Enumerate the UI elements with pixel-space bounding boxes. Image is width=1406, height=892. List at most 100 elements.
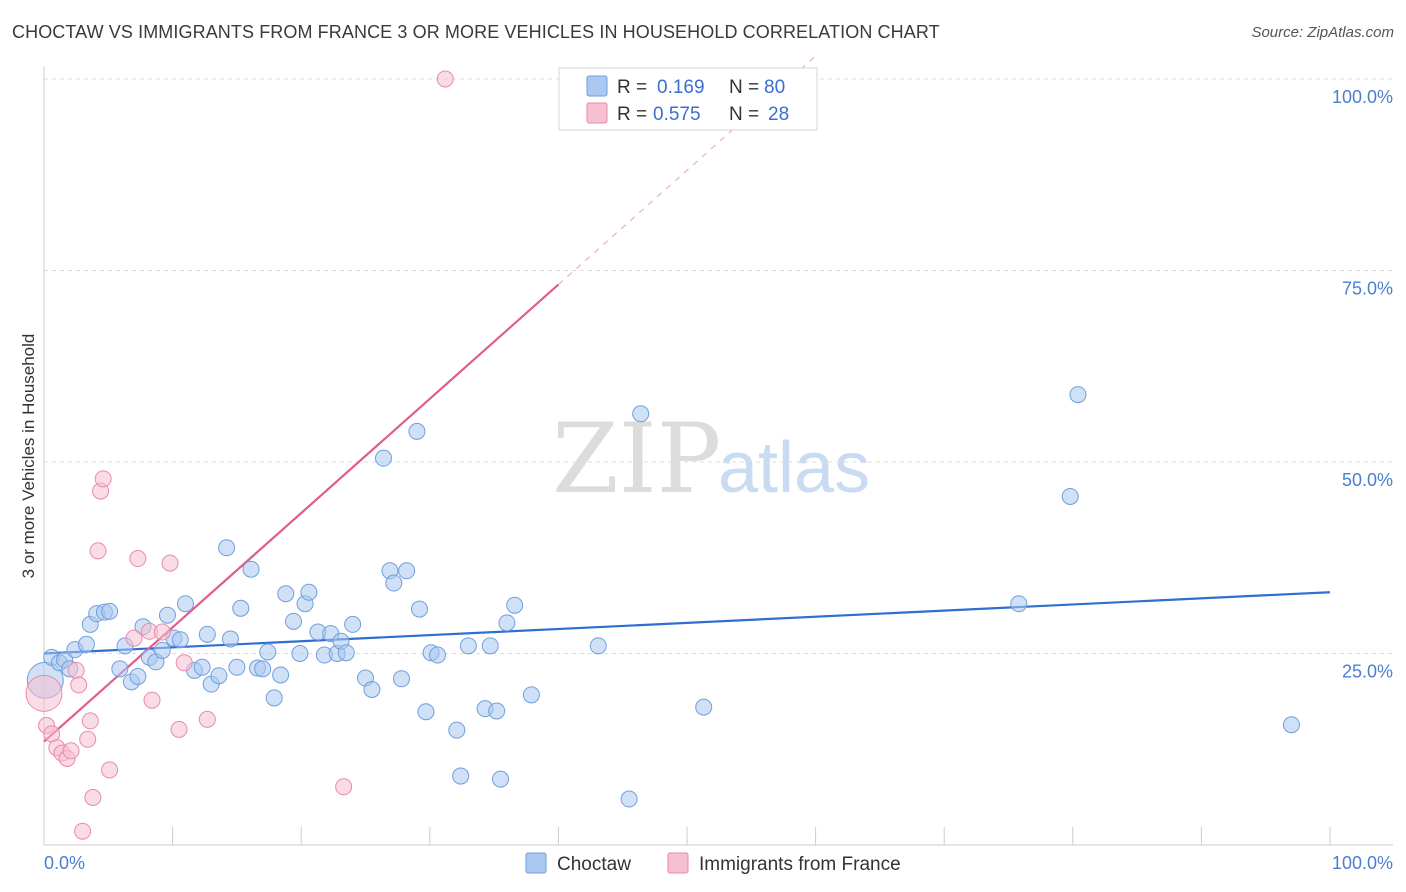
point-blue: [171, 631, 189, 649]
point-blue: [300, 583, 318, 601]
point-blue: [218, 539, 236, 557]
point-blue: [385, 574, 403, 592]
watermark: ZIP atlas: [552, 403, 870, 515]
x-tick-label-left: 0.0%: [44, 853, 85, 873]
point-blue: [221, 630, 239, 648]
point-pink: [25, 674, 63, 712]
y-axis-label: 3 or more Vehicles in Household: [19, 334, 38, 579]
watermark-zip: ZIP: [552, 403, 721, 515]
axes: [43, 66, 1393, 846]
point-blue: [632, 405, 650, 423]
bottom-legend-swatch-choctaw: [525, 852, 547, 874]
point-blue: [272, 666, 290, 684]
point-blue: [101, 602, 119, 620]
y-tick-label-50: 50.0%: [1342, 470, 1393, 490]
point-pink: [89, 542, 107, 560]
point-blue: [198, 625, 216, 643]
bottom-legend-swatch-france: [667, 852, 689, 874]
point-blue: [232, 599, 250, 617]
point-pink: [436, 70, 454, 88]
legend-n-value-choctaw: 80: [764, 77, 785, 98]
point-blue: [589, 637, 607, 655]
point-pink: [143, 691, 161, 709]
legend-r-value-choctaw: 0.169: [657, 77, 705, 98]
point-pink: [67, 661, 85, 679]
point-pink: [335, 778, 353, 796]
point-blue: [492, 770, 510, 788]
point-blue: [210, 667, 228, 685]
watermark-atlas: atlas: [718, 428, 870, 508]
point-pink: [79, 730, 97, 748]
point-blue: [488, 702, 506, 720]
legend-n-label-choctaw: N =: [729, 77, 759, 98]
point-blue: [1061, 487, 1079, 505]
point-blue: [506, 596, 524, 614]
point-blue: [228, 658, 246, 676]
point-blue: [620, 790, 638, 808]
bottom-legend-label-choctaw: Choctaw: [557, 854, 631, 875]
point-blue: [452, 767, 470, 785]
y-tick-label-25: 25.0%: [1342, 662, 1393, 682]
point-blue: [344, 615, 362, 633]
point-blue: [411, 600, 429, 618]
y-tick-label-100: 100.0%: [1332, 87, 1393, 107]
point-blue: [254, 660, 272, 678]
point-pink: [161, 554, 179, 572]
point-blue: [77, 635, 95, 653]
point-pink: [94, 470, 112, 488]
point-pink: [101, 761, 119, 779]
point-pink: [125, 629, 143, 647]
legend-r-label-france: R =: [617, 104, 647, 125]
point-blue: [417, 703, 435, 721]
point-blue: [111, 660, 129, 678]
point-blue: [695, 698, 713, 716]
point-blue: [375, 449, 393, 467]
chart-title: CHOCTAW VS IMMIGRANTS FROM FRANCE 3 OR M…: [12, 22, 940, 42]
trend-lines: [43, 55, 1331, 743]
point-blue: [242, 560, 260, 578]
point-blue: [284, 612, 302, 630]
point-blue: [176, 595, 194, 613]
point-blue: [459, 637, 477, 655]
point-blue: [291, 645, 309, 662]
point-pink: [129, 550, 147, 568]
point-pink: [74, 822, 92, 840]
point-blue: [398, 562, 416, 580]
point-pink: [198, 710, 216, 728]
legend-swatch-france: [586, 102, 608, 124]
point-blue: [408, 422, 426, 440]
trend-line-blue: [43, 591, 1331, 655]
trend-line-extension-pink: [558, 55, 816, 285]
x-tick-label-right: 100.0%: [1332, 853, 1393, 873]
source-credit: Source: ZipAtlas.com: [1251, 24, 1394, 41]
point-pink: [153, 623, 171, 641]
point-blue: [522, 686, 540, 704]
point-pink: [62, 742, 80, 760]
point-pink: [84, 789, 102, 807]
point-blue: [1069, 386, 1087, 404]
point-blue: [393, 670, 411, 688]
legend-r-value-france: 0.575: [653, 104, 701, 125]
point-blue: [429, 646, 447, 664]
y-tick-label-75: 75.0%: [1342, 279, 1393, 299]
point-blue: [193, 658, 211, 676]
point-blue: [481, 637, 499, 655]
legend-r-label-choctaw: R =: [617, 77, 647, 98]
point-blue: [363, 681, 381, 699]
legend-n-value-france: 28: [768, 104, 789, 125]
point-blue: [153, 641, 171, 659]
point-blue: [265, 689, 283, 707]
point-pink: [175, 654, 193, 672]
point-blue: [277, 585, 295, 603]
point-blue: [448, 721, 466, 739]
legend-n-label-france: N =: [729, 104, 759, 125]
point-pink: [81, 712, 99, 730]
bottom-legend-label-france: Immigrants from France: [699, 854, 901, 875]
point-blue: [498, 614, 516, 632]
y-tick-labels: 25.0% 50.0% 75.0% 100.0%: [1332, 87, 1393, 682]
point-blue: [259, 643, 277, 661]
trend-line-pink: [43, 283, 560, 743]
point-blue: [129, 667, 147, 685]
point-pink: [70, 676, 88, 694]
